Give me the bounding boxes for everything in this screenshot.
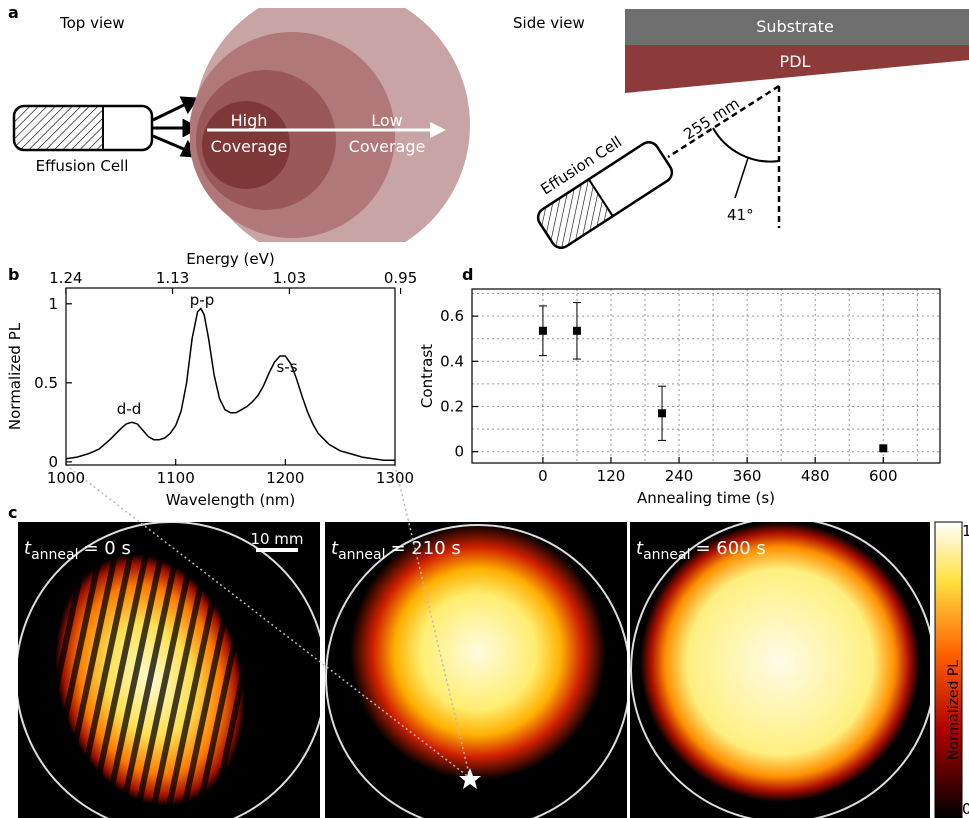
spectrum-line	[66, 309, 395, 461]
substrate-label: Substrate	[756, 17, 834, 36]
x-tick-label: 1100	[157, 469, 195, 487]
y-axis-label: Contrast	[418, 344, 436, 408]
x-tick-label: 480	[801, 467, 830, 485]
y-tick-label: 0.2	[440, 398, 464, 416]
distance-label: 255 mm	[680, 94, 742, 143]
x2-tick-label: 1.03	[273, 269, 306, 287]
coverage-label: Low	[371, 111, 403, 130]
x-tick-label: 1200	[266, 469, 304, 487]
coverage-label: High	[231, 111, 268, 130]
panel-label: a	[8, 3, 19, 22]
y-axis-label: Normalized PL	[6, 322, 24, 430]
panel-label: d	[462, 265, 473, 284]
x-axis-label: Annealing time (s)	[637, 489, 775, 507]
coverage-label: Coverage	[349, 137, 426, 156]
x-tick-label: 0	[538, 467, 548, 485]
x-tick-label: 1300	[376, 469, 414, 487]
y-tick-label: 0.4	[440, 352, 464, 370]
y-tick-label: 1	[48, 295, 58, 313]
x-tick-label: 600	[869, 467, 898, 485]
effusion-cell	[14, 98, 197, 156]
x-axis-label: Wavelength (nm)	[166, 491, 296, 509]
colorbar-label: Normalized PL	[946, 660, 962, 760]
data-point	[658, 409, 666, 417]
x2-axis-label: Energy (eV)	[186, 250, 274, 268]
x-tick-label: 120	[597, 467, 626, 485]
pl-map	[325, 522, 630, 818]
peak-label: s-s	[276, 358, 297, 376]
y-tick-label: 0.5	[34, 374, 58, 392]
panel-label: b	[8, 265, 19, 284]
peak-label: p-p	[190, 291, 214, 309]
x-tick-label: 240	[665, 467, 694, 485]
angle-pointer	[735, 158, 748, 198]
data-point	[539, 327, 547, 335]
pl-map	[16, 522, 326, 818]
view-title: Top view	[59, 14, 125, 32]
pl-map	[630, 518, 935, 818]
panel-label: c	[8, 503, 17, 522]
x-tick-label: 1000	[47, 469, 85, 487]
plot-frame	[472, 289, 940, 463]
angle-label: 41°	[727, 206, 754, 224]
cell-label: Effusion Cell	[36, 157, 129, 175]
scale-bar-label: 10 mm	[250, 530, 303, 548]
data-point	[879, 444, 887, 452]
view-title: Side view	[513, 14, 585, 32]
y-tick-label: 0	[454, 443, 464, 461]
figure: a Top view Effusion Cell High Coverage L…	[0, 0, 969, 818]
colorbar-tick-label: 0	[962, 800, 969, 818]
data-point	[573, 327, 581, 335]
colorbar-tick-label: 1	[962, 522, 969, 540]
x2-tick-label: 1.24	[49, 269, 82, 287]
peak-label: d-d	[117, 400, 141, 418]
x2-tick-label: 1.13	[156, 269, 189, 287]
scale-bar	[256, 548, 298, 552]
x-tick-label: 360	[733, 467, 762, 485]
y-tick-label: 0	[48, 453, 58, 471]
coverage-label: Coverage	[211, 137, 288, 156]
plot-frame	[66, 288, 395, 465]
angle-arc	[713, 128, 779, 162]
x2-tick-label: 0.95	[384, 269, 417, 287]
film-label: PDL	[780, 52, 811, 71]
y-tick-label: 0.6	[440, 307, 464, 325]
